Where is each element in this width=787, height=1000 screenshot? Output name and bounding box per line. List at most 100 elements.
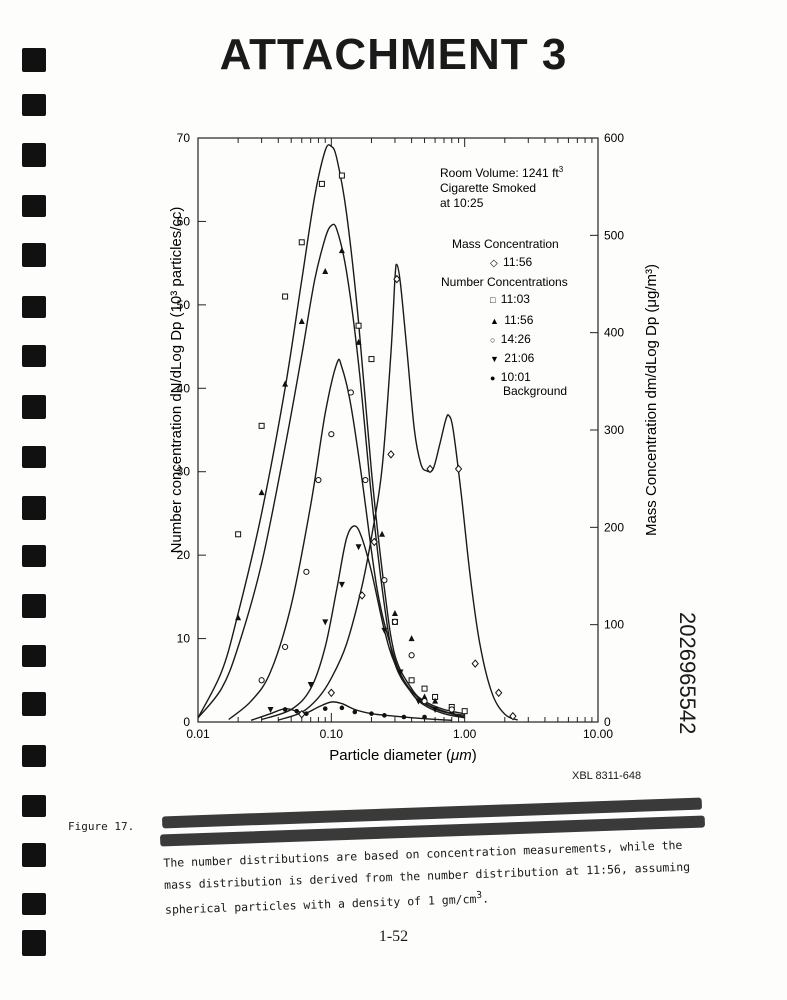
data-point-3 xyxy=(432,706,439,713)
data-point-4 xyxy=(304,711,309,716)
data-point-0 xyxy=(408,677,415,684)
x-axis-title: Particle diameter (μm) xyxy=(329,747,476,764)
legend-item-1103: □ 11:03 xyxy=(490,292,530,306)
data-point-1 xyxy=(235,614,242,621)
data-point-5 xyxy=(495,688,503,698)
series-line-0 xyxy=(197,144,465,719)
data-point-0 xyxy=(298,239,305,246)
data-point-4 xyxy=(294,708,300,714)
data-point-5 xyxy=(327,688,335,698)
data-point-3 xyxy=(415,698,422,705)
data-point-5 xyxy=(358,591,366,600)
data-point-1 xyxy=(282,380,289,387)
data-point-1 xyxy=(355,338,362,345)
document-id: 2026965542 xyxy=(675,612,700,735)
x-tick-label: 1.00 xyxy=(453,727,477,741)
data-point-3 xyxy=(381,627,388,634)
data-point-3 xyxy=(355,544,362,551)
data-point-5 xyxy=(509,711,517,721)
data-point-0 xyxy=(355,322,362,329)
data-point-3 xyxy=(322,619,329,626)
data-point-0 xyxy=(338,172,345,179)
data-point-4 xyxy=(382,713,387,718)
y2-tick-label: 600 xyxy=(604,131,624,145)
data-point-2 xyxy=(381,577,388,584)
data-point-2 xyxy=(328,431,335,438)
data-point-1 xyxy=(391,610,398,617)
legend-item-2106: ▼ 21:06 xyxy=(490,351,535,365)
legend-item-1156: ▲ 11:56 xyxy=(490,313,534,327)
data-point-1 xyxy=(408,635,415,642)
data-point-2 xyxy=(258,677,265,684)
y-tick-label: 40 xyxy=(177,381,191,395)
data-point-5 xyxy=(393,274,401,284)
x-tick-label: 0.10 xyxy=(320,727,344,741)
series-line-5 xyxy=(278,263,519,721)
data-point-0 xyxy=(461,708,468,715)
data-point-2 xyxy=(391,618,399,625)
annotation-smoked-line1: Cigarette Smoked xyxy=(440,181,536,195)
y-tick-label: 30 xyxy=(177,465,191,479)
y-tick-label: 60 xyxy=(177,214,191,228)
data-point-0 xyxy=(282,293,289,300)
data-point-4 xyxy=(339,705,345,711)
data-point-1 xyxy=(338,247,345,254)
y2-tick-label: 200 xyxy=(604,520,624,534)
legend-item-1001: ● 10:01 xyxy=(490,370,531,384)
data-point-2 xyxy=(362,476,369,484)
data-point-2 xyxy=(421,698,428,705)
xbl-code: XBL 8311-648 xyxy=(572,770,642,782)
y2-tick-label: 0 xyxy=(604,715,611,729)
series-line-2 xyxy=(228,358,465,721)
data-point-3 xyxy=(267,706,274,713)
x-tick-label: 0.01 xyxy=(186,727,210,741)
page-title: ATTACHMENT 3 xyxy=(219,30,568,79)
series-line-4 xyxy=(250,701,452,721)
data-point-5 xyxy=(471,659,479,668)
data-point-2 xyxy=(408,652,415,659)
y-tick-label: 70 xyxy=(177,131,191,145)
data-point-1 xyxy=(298,318,305,325)
data-point-1 xyxy=(421,693,428,700)
data-point-0 xyxy=(318,180,325,187)
legend-item-1426: ○ 14:26 xyxy=(490,332,531,346)
data-point-5 xyxy=(298,709,306,719)
y2-axis-title: Mass Concentration dm/dLog Dp (μg/m³) xyxy=(643,264,660,536)
data-point-2 xyxy=(448,706,455,713)
y2-tick-label: 100 xyxy=(604,618,624,632)
data-point-4 xyxy=(322,706,328,711)
data-point-4 xyxy=(282,707,288,712)
legend-background-label: Background xyxy=(503,384,567,398)
legend-mass-item: ◇ 11:56 xyxy=(490,255,533,269)
data-point-1 xyxy=(322,267,329,274)
data-point-5 xyxy=(370,537,378,547)
y-tick-label: 0 xyxy=(183,715,190,729)
data-point-2 xyxy=(303,568,310,575)
data-point-0 xyxy=(368,356,375,363)
series-line-1 xyxy=(197,223,465,719)
data-point-4 xyxy=(401,714,407,720)
data-point-1 xyxy=(379,530,386,537)
annotation-room-volume: Room Volume: 1241 ft3 xyxy=(440,165,564,180)
figure-label: Figure 17. xyxy=(68,820,135,833)
data-point-2 xyxy=(347,389,354,396)
plot-area xyxy=(197,137,599,723)
data-point-5 xyxy=(454,464,463,474)
x-tick-label: 10.00 xyxy=(583,727,613,741)
y-tick-label: 20 xyxy=(177,548,191,562)
y2-tick-label: 500 xyxy=(604,228,624,242)
page-number: 1-52 xyxy=(378,928,409,945)
data-point-0 xyxy=(235,531,242,538)
y2-tick-label: 300 xyxy=(604,423,624,437)
data-point-3 xyxy=(307,681,314,688)
data-point-2 xyxy=(281,643,289,651)
data-point-4 xyxy=(352,709,358,715)
data-point-5 xyxy=(426,464,434,474)
data-point-0 xyxy=(421,685,428,692)
legend-number-heading: Number Concentrations xyxy=(441,275,568,289)
legend-mass-heading: Mass Concentration xyxy=(452,237,559,251)
series-line-3 xyxy=(261,525,465,721)
data-point-4 xyxy=(422,714,427,720)
y2-tick-label: 400 xyxy=(604,326,624,340)
